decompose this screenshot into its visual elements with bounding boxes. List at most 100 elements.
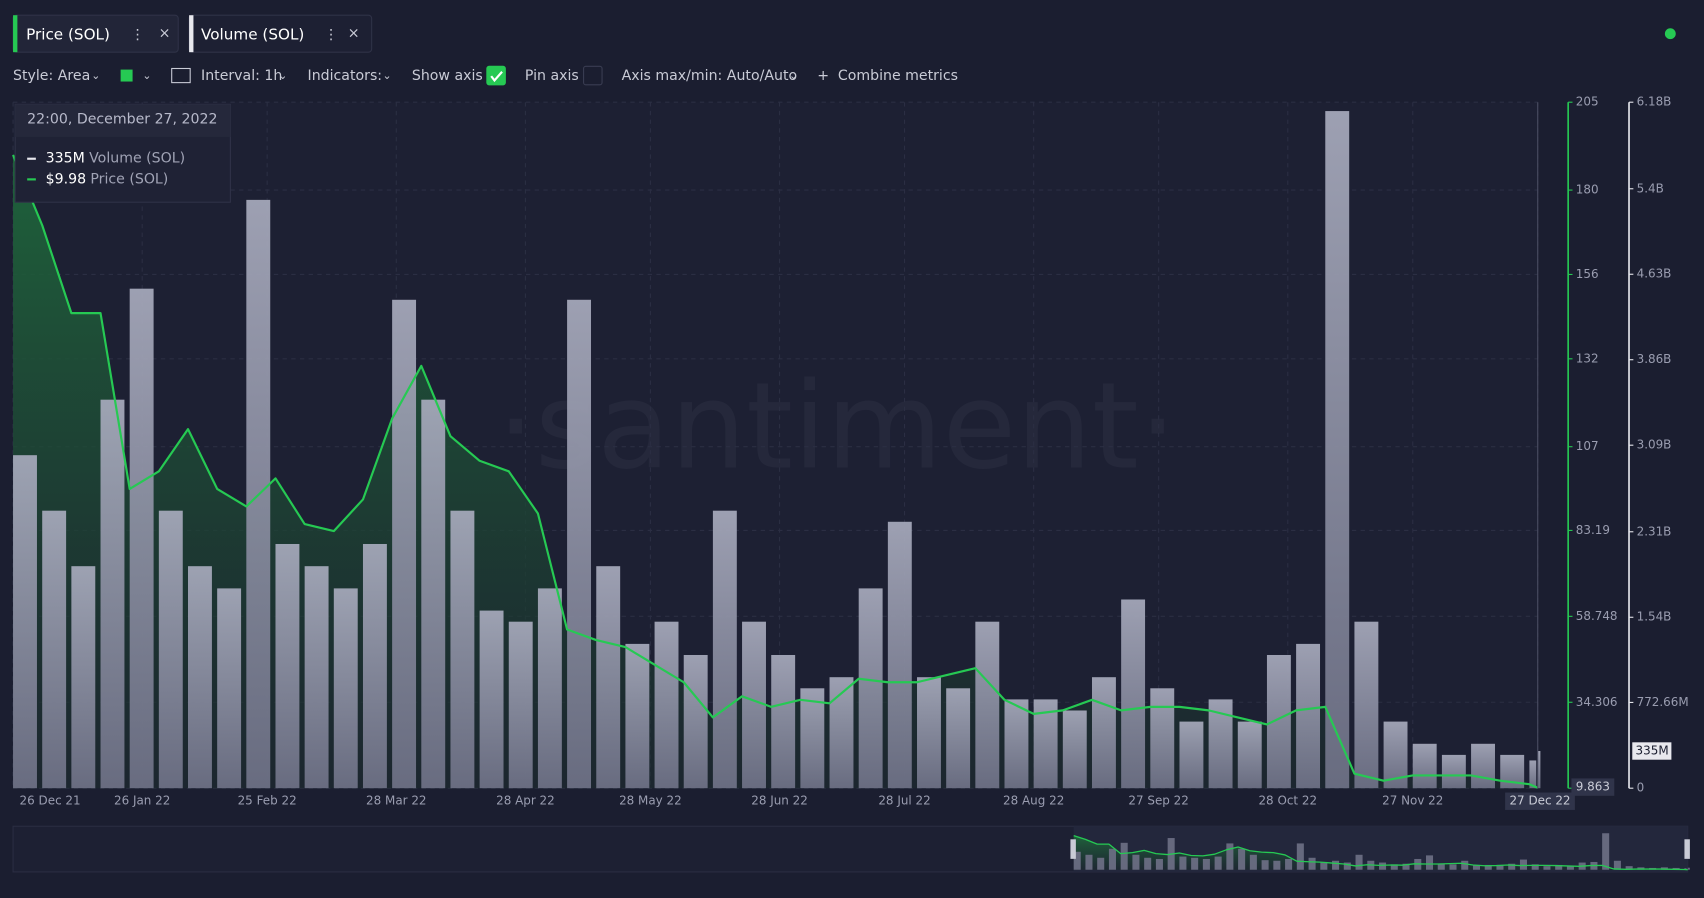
pin-axis-label[interactable]: Pin axis xyxy=(525,68,579,84)
y-tick-label: 9.863 xyxy=(1576,780,1610,794)
x-tick-label: 28 Jun 22 xyxy=(751,794,808,808)
tooltip-header xyxy=(15,104,231,137)
volume-bar xyxy=(1613,860,1621,870)
volume-bar xyxy=(1191,857,1199,870)
color-picker[interactable] xyxy=(120,69,133,82)
volume-bar xyxy=(1472,864,1481,870)
volume-bar xyxy=(1441,754,1466,789)
style-select[interactable]: Style: Area xyxy=(13,68,90,84)
tab-menu[interactable]: ⋮ xyxy=(324,27,338,43)
volume-bar xyxy=(1508,863,1516,870)
volume-bar xyxy=(1202,858,1210,870)
volume-bar xyxy=(596,566,621,789)
volume-bar xyxy=(508,621,533,789)
combine-metrics[interactable]: Combine metrics xyxy=(838,68,958,84)
volume-bar xyxy=(1412,743,1437,789)
volume-bar xyxy=(1519,859,1527,870)
x-tick-label: 28 Oct 22 xyxy=(1258,794,1317,808)
tab-label[interactable]: Volume (SOL) xyxy=(201,25,304,43)
volume-bar xyxy=(275,543,300,789)
y-tick-label: 83.19 xyxy=(1576,523,1610,537)
volume-bar xyxy=(1214,856,1222,870)
tooltip-value: $9.98 xyxy=(46,171,86,187)
tab-label[interactable]: Price (SOL) xyxy=(26,25,110,43)
volume-bar xyxy=(1449,864,1457,870)
volume-bar xyxy=(1529,760,1537,789)
y-tick-label: 156 xyxy=(1576,267,1599,281)
chevron[interactable]: ⌄ xyxy=(383,69,392,82)
volume-bar xyxy=(217,588,242,789)
volume-bar xyxy=(450,510,475,789)
volume-bar xyxy=(1144,857,1152,870)
volume-bar xyxy=(1120,842,1128,870)
chevron[interactable]: ⌄ xyxy=(91,69,100,82)
volume-bar xyxy=(1108,848,1116,870)
volume-bar xyxy=(1354,621,1379,789)
volume-bar xyxy=(712,510,737,789)
x-tick-label: 26 Dec 21 xyxy=(20,794,81,808)
y-tick-box xyxy=(1571,778,1615,796)
volume-bar xyxy=(1461,860,1469,870)
tab-close[interactable]: × xyxy=(159,26,171,42)
volume-bar xyxy=(1496,865,1504,870)
tab-menu[interactable]: ⋮ xyxy=(130,27,144,43)
plus-icon[interactable]: + xyxy=(817,68,829,84)
volume-bar xyxy=(1296,843,1304,870)
volume-marker: 335M xyxy=(1636,744,1669,758)
x-tick-label: 28 Aug 22 xyxy=(1003,794,1064,808)
volume-bar xyxy=(829,677,854,789)
volume-bar xyxy=(683,654,708,789)
volume-bar xyxy=(1179,721,1204,789)
volume-bar xyxy=(188,566,212,789)
x-tick-label: 26 Jan 22 xyxy=(114,794,170,808)
x-tick-label: 28 May 22 xyxy=(619,794,682,808)
volume-bar xyxy=(1285,858,1293,870)
volume-bar xyxy=(1308,857,1316,870)
navigator-handle xyxy=(1070,839,1076,859)
price-line xyxy=(1073,834,1688,871)
volume-bar xyxy=(1208,699,1233,789)
volume-bar xyxy=(392,299,417,789)
volume-bar xyxy=(1402,863,1410,870)
volume-bar xyxy=(1033,699,1058,789)
show-axis-checkbox[interactable] xyxy=(486,65,506,86)
volume-bar xyxy=(1121,599,1146,789)
volume-bar xyxy=(100,399,125,789)
interval-select[interactable]: Interval: 1h xyxy=(201,68,282,84)
tab-marker xyxy=(189,15,194,53)
volume-bar xyxy=(1566,866,1574,870)
volume-bar xyxy=(1091,677,1116,789)
volume-bar xyxy=(421,399,446,789)
volume-bar xyxy=(1073,851,1081,870)
volume-bar xyxy=(1390,864,1398,870)
y-tick-label: 180 xyxy=(1576,183,1599,197)
volume-bar xyxy=(1625,866,1633,870)
show-axis-label[interactable]: Show axis xyxy=(412,68,483,84)
chevron[interactable]: ⌄ xyxy=(789,69,798,82)
pin-axis-checkbox[interactable] xyxy=(583,65,603,86)
axis-minmax-select[interactable]: Axis max/min: Auto/Auto xyxy=(622,68,798,84)
chevron[interactable]: ⌄ xyxy=(278,69,287,82)
volume-bar xyxy=(1500,754,1525,789)
volume-bar xyxy=(946,688,971,789)
volume-bar xyxy=(625,643,650,789)
x-tick-label: 25 Feb 22 xyxy=(238,794,297,808)
x-tick-label: 28 Mar 22 xyxy=(366,794,426,808)
volume-bar xyxy=(742,621,766,789)
volume-bar xyxy=(479,610,504,789)
y2-tick-label: 6.18B xyxy=(1637,95,1672,109)
volume-bar xyxy=(1004,699,1029,789)
volume-bar xyxy=(537,588,562,789)
tab-close[interactable]: × xyxy=(348,26,360,42)
chevron[interactable]: ⌄ xyxy=(142,69,151,82)
x-tick-label: 27 Nov 22 xyxy=(1382,794,1443,808)
volume-bar xyxy=(1355,854,1363,870)
x-tick-label: 27 Dec 22 xyxy=(1509,794,1570,808)
y2-tick-label: 5.4B xyxy=(1637,181,1664,195)
tab-marker xyxy=(13,15,18,53)
volume-bar xyxy=(1150,688,1175,789)
volume-bar xyxy=(1085,854,1093,870)
indicators-select[interactable]: Indicators: xyxy=(308,68,383,84)
volume-bar xyxy=(1296,643,1321,789)
